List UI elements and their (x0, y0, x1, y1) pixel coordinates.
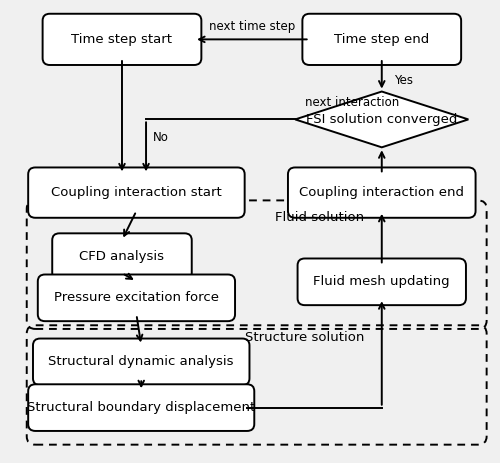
FancyBboxPatch shape (298, 258, 466, 305)
Polygon shape (295, 92, 469, 147)
Text: No: No (154, 131, 169, 144)
FancyBboxPatch shape (38, 275, 235, 321)
Text: Time step start: Time step start (72, 33, 172, 46)
FancyBboxPatch shape (28, 168, 244, 218)
Text: Time step end: Time step end (334, 33, 430, 46)
FancyBboxPatch shape (302, 14, 461, 65)
Text: Structural boundary displacement: Structural boundary displacement (27, 401, 256, 414)
FancyBboxPatch shape (42, 14, 202, 65)
Text: Structural dynamic analysis: Structural dynamic analysis (48, 356, 234, 369)
Text: Fluid mesh updating: Fluid mesh updating (314, 275, 450, 288)
FancyBboxPatch shape (28, 384, 254, 431)
Text: next interaction: next interaction (305, 95, 399, 108)
FancyBboxPatch shape (52, 233, 192, 280)
Text: Yes: Yes (394, 74, 413, 87)
Text: Pressure excitation force: Pressure excitation force (54, 291, 219, 304)
Text: FSI solution converged: FSI solution converged (306, 113, 458, 126)
Text: Coupling interaction end: Coupling interaction end (300, 186, 464, 199)
Text: Structure solution: Structure solution (245, 331, 364, 344)
Text: Fluid solution: Fluid solution (274, 211, 364, 224)
Text: Coupling interaction start: Coupling interaction start (51, 186, 222, 199)
FancyBboxPatch shape (288, 168, 476, 218)
FancyBboxPatch shape (33, 338, 250, 385)
Text: next time step: next time step (209, 20, 295, 33)
Text: CFD analysis: CFD analysis (80, 250, 164, 263)
